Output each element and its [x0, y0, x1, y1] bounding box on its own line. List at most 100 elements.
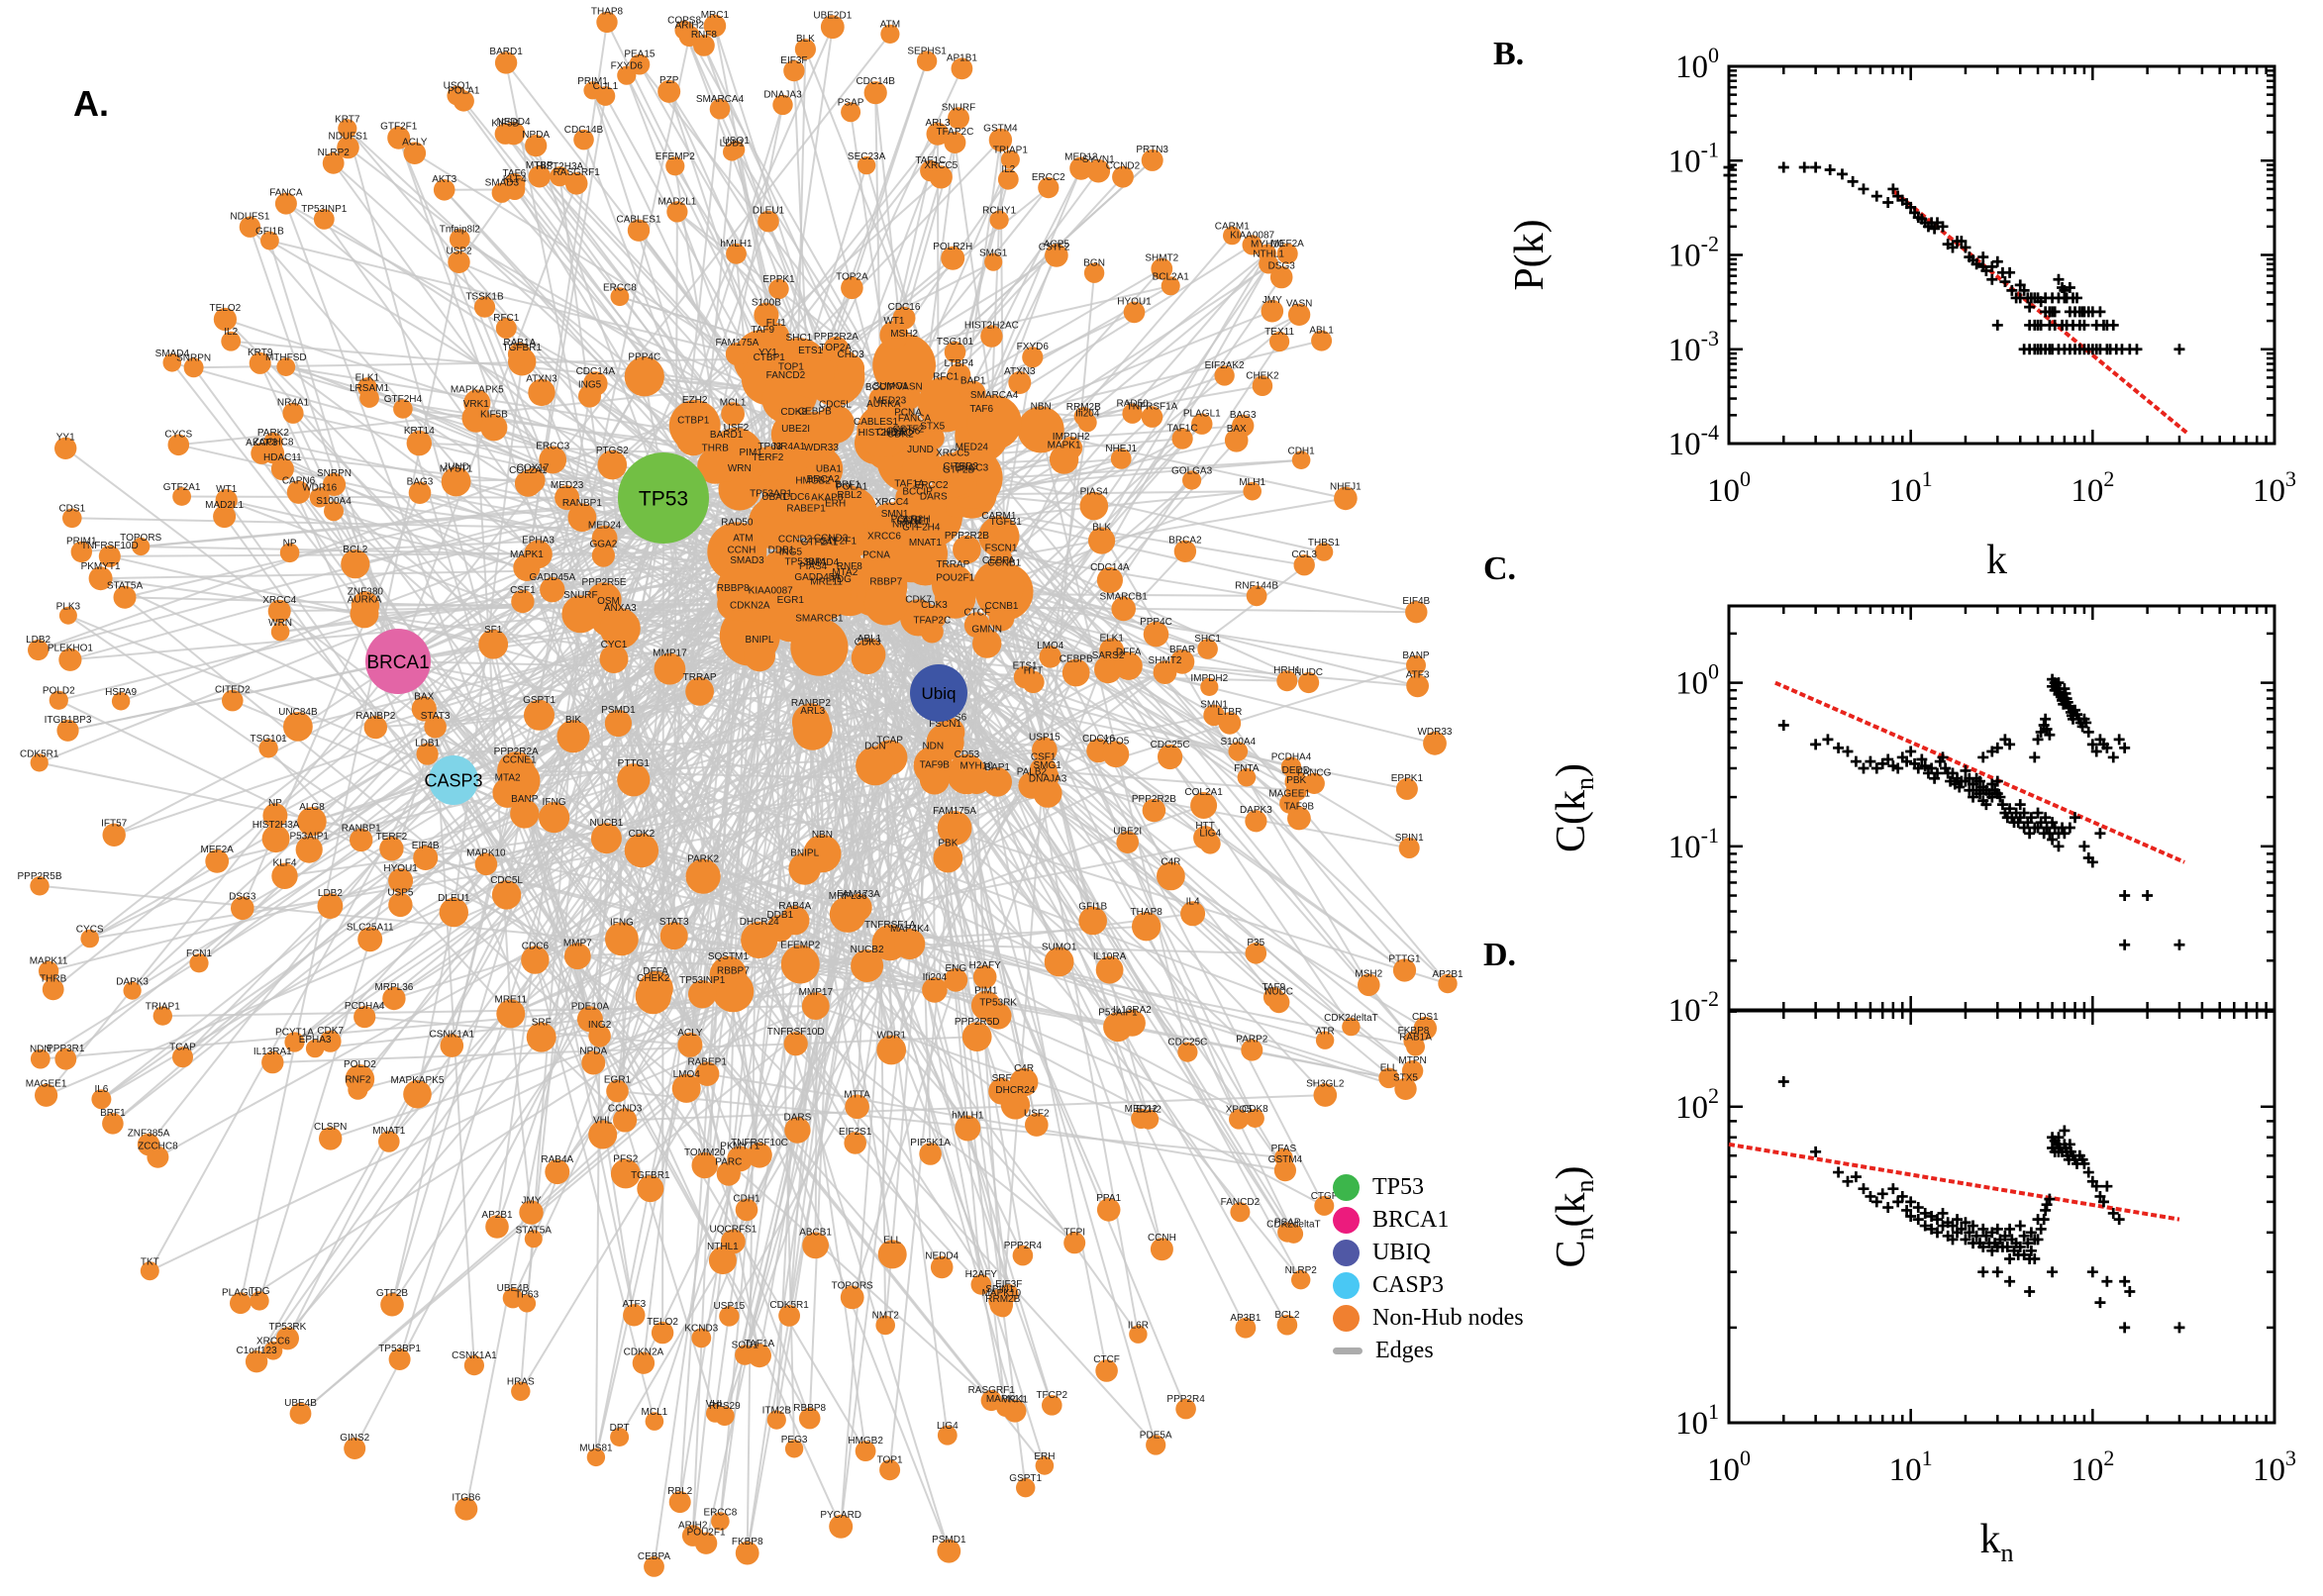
network-node — [1273, 1159, 1296, 1182]
network-node-label: PLAGL1 — [1183, 409, 1221, 420]
network-node-label: EZH2 — [682, 395, 708, 406]
network-node-label: NP — [283, 539, 297, 549]
network-node-label: EFEMP2 — [780, 941, 820, 951]
data-point — [2047, 1266, 2059, 1278]
network-node — [403, 142, 427, 164]
network-node-label: PIP5K1A — [910, 1138, 951, 1148]
network-node-label: RAB4A — [778, 901, 811, 912]
network-node-label: KLF4 — [273, 858, 297, 869]
network-node-label: TP53INP1 — [301, 204, 348, 215]
network-node-label: CHD3 — [876, 428, 904, 439]
network-node — [1038, 177, 1060, 199]
network-node — [1079, 491, 1109, 521]
network-node — [741, 921, 778, 959]
hub-node-label: CASP3 — [424, 770, 482, 790]
network-node — [1035, 1456, 1055, 1475]
data-point — [1947, 242, 1959, 253]
network-node — [941, 246, 965, 270]
data-point — [2024, 828, 2036, 840]
network-node-label: VASN — [896, 381, 923, 392]
network-node-label: GTF2F1 — [820, 536, 858, 547]
network-edge — [162, 1005, 816, 1018]
network-node-label: RABEP1 — [786, 503, 826, 514]
data-point — [2047, 834, 2059, 846]
network-node-label: P53AIP1 — [1098, 1007, 1138, 1018]
network-node — [712, 970, 755, 1013]
network-node-label: C4R — [1014, 1063, 1034, 1074]
network-node — [893, 524, 918, 549]
network-node-label: ELL — [883, 1235, 901, 1246]
network-node-label: MED12 — [1125, 1104, 1159, 1115]
brca1-swatch-icon — [1333, 1207, 1360, 1234]
network-node — [586, 1447, 606, 1467]
network-edge — [232, 699, 781, 930]
network-node — [970, 1274, 992, 1295]
network-node — [1111, 596, 1136, 622]
network-node-label: FSCN1 — [929, 719, 961, 730]
data-point — [1887, 183, 1899, 195]
network-node-label: CDC14A — [576, 366, 616, 377]
network-node-label: TP53BP1 — [784, 556, 827, 567]
network-node — [1252, 375, 1273, 397]
data-point — [1876, 1188, 1888, 1200]
data-point — [1847, 175, 1859, 187]
network-edge — [884, 692, 940, 1326]
network-node-label: MMP7 — [563, 938, 592, 948]
network-node-label: PTTG1 — [1388, 954, 1421, 965]
network-edge — [784, 398, 1290, 805]
network-node-label: NP — [268, 798, 282, 809]
network-edge — [278, 610, 691, 1047]
network-node-label: MNAT1 — [909, 538, 943, 549]
network-node-label: TP53BP1 — [378, 1344, 421, 1354]
data-point — [2119, 939, 2131, 950]
network-node-label: ARIH2 — [678, 1520, 708, 1531]
network-node-label: DAPK3 — [116, 977, 149, 988]
data-point — [1960, 1234, 1971, 1246]
network-node — [1000, 150, 1020, 169]
network-node — [222, 689, 244, 712]
panel-b-plot: 100 101 102 103 10-4 10-3 10-2 10-1 100 k P(k) — [1507, 43, 2296, 583]
network-node — [35, 1083, 58, 1107]
legend-label: CASP3 — [1372, 1272, 1445, 1298]
network-node-label: TNFRSF1A — [864, 920, 916, 931]
network-node-label: PFAS — [1271, 1144, 1297, 1154]
network-node — [918, 376, 974, 433]
network-node — [111, 692, 131, 711]
network-node — [1141, 149, 1163, 171]
network-node-label: CDK8 — [780, 407, 807, 418]
network-node — [747, 1143, 772, 1168]
network-node-label: CYCS — [76, 925, 104, 936]
network-node-label: SOD1 — [732, 1340, 759, 1350]
network-node-label: ATR — [1315, 1027, 1334, 1038]
y-tick-label: 102 — [1675, 1083, 1719, 1126]
data-point — [1836, 168, 1848, 180]
network-node-label: TDG — [249, 1286, 269, 1297]
network-node — [1235, 1317, 1257, 1339]
network-node-label: CTBP1 — [677, 416, 710, 427]
network-node-label: TAF9B — [920, 760, 951, 771]
network-edge — [514, 188, 696, 427]
network-node-label: SHMT2 — [1149, 655, 1182, 666]
data-point — [2107, 751, 2119, 763]
network-node — [1230, 1202, 1251, 1223]
network-node — [654, 652, 686, 685]
network-node — [519, 1200, 544, 1225]
data-point — [2070, 812, 2081, 824]
network-node-label: DSG3 — [229, 892, 256, 903]
network-node — [1099, 638, 1125, 663]
network-node-label: PRIM1 — [577, 76, 608, 87]
network-node — [528, 378, 556, 407]
data-point — [2090, 1180, 2102, 1192]
network-node-label: PPP2R5E — [581, 577, 626, 588]
network-node — [491, 880, 522, 910]
network-node — [137, 1133, 160, 1156]
network-node — [1078, 906, 1107, 936]
network-edge — [435, 714, 540, 729]
network-node-label: CAPN6 — [282, 476, 316, 487]
network-node — [856, 746, 895, 786]
data-point — [1858, 1183, 1869, 1195]
network-node-label: S100A4 — [1221, 737, 1257, 748]
network-node — [162, 353, 182, 372]
network-node-label: BCL2 — [1274, 1310, 1299, 1321]
network-node-label: MAPKAPK5 — [451, 384, 504, 395]
